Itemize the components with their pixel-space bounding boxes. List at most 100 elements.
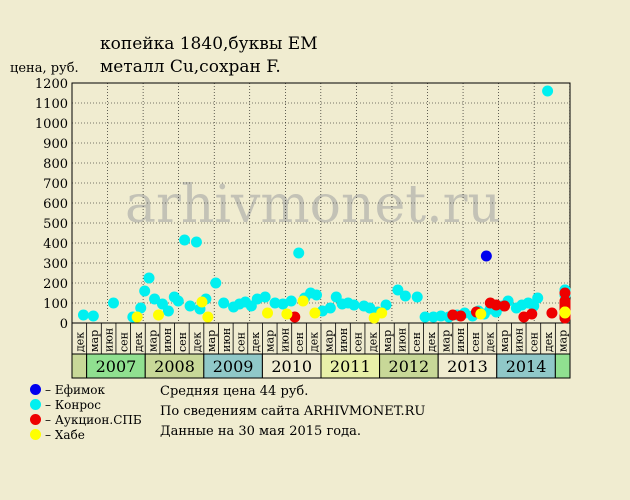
- legend-label: – Конрос: [45, 398, 101, 412]
- month-tick-label: дек: [191, 332, 204, 352]
- chart-title-line1: копейка 1840,буквы ЕМ: [100, 34, 318, 54]
- legend-dot: [30, 429, 41, 440]
- month-tick-label: дек: [483, 332, 496, 352]
- legend-dot: [30, 414, 41, 425]
- year-band: [437, 353, 498, 379]
- month-tick-label: июн: [337, 328, 350, 352]
- month-tick-label: дек: [73, 332, 86, 352]
- month-tick-label: июн: [513, 328, 526, 352]
- data-point: [293, 247, 305, 259]
- data-point: [131, 311, 143, 323]
- data-point: [143, 272, 155, 284]
- month-tick-label: сен: [293, 332, 306, 352]
- legend-item-habe: – Хабе: [30, 428, 142, 443]
- data-point: [281, 308, 293, 320]
- month-tick-label: июн: [103, 328, 116, 352]
- year-band-partial: [554, 353, 571, 379]
- data-point: [285, 295, 297, 307]
- data-point: [499, 300, 511, 312]
- month-tick-label: сен: [410, 332, 423, 352]
- y-tick-label: 700: [43, 177, 68, 192]
- month-tick-label: мар: [147, 330, 160, 352]
- month-tick-label: июн: [161, 328, 174, 352]
- year-label: 2009: [213, 357, 254, 376]
- chart-title-line2: металл Cu,сохран F.: [100, 57, 281, 77]
- month-tick-label: мар: [440, 330, 453, 352]
- month-tick-label: мар: [557, 330, 570, 352]
- data-point: [297, 295, 309, 307]
- year-label: 2013: [447, 357, 488, 376]
- average-price-text: Средняя цена 44 руб.: [160, 384, 309, 399]
- data-point: [399, 290, 411, 302]
- data-point: [309, 307, 321, 319]
- data-point: [311, 289, 323, 301]
- data-point: [480, 250, 492, 262]
- data-point: [77, 309, 89, 321]
- month-tick-label: мар: [381, 330, 394, 352]
- year-label: 2007: [96, 357, 137, 376]
- data-point: [559, 287, 571, 299]
- data-point: [376, 307, 388, 319]
- data-point: [153, 309, 165, 321]
- y-tick-label: 0: [60, 317, 68, 332]
- data-point: [135, 302, 147, 314]
- month-tick-label: дек: [249, 332, 262, 352]
- legend-dot: [30, 384, 41, 395]
- month-tick-label: мар: [88, 330, 101, 352]
- data-point: [419, 311, 431, 323]
- y-tick-label: 400: [43, 237, 68, 252]
- month-tick-label: дек: [308, 332, 321, 352]
- data-point: [210, 277, 222, 289]
- data-point: [526, 308, 538, 320]
- data-point: [455, 310, 467, 322]
- y-tick-label: 900: [43, 137, 68, 152]
- data-point: [490, 299, 502, 311]
- month-tick-label: сен: [469, 332, 482, 352]
- legend-label: – Аукцион.СПБ: [45, 413, 142, 427]
- month-tick-label: мар: [498, 330, 511, 352]
- info-block: Средняя цена 44 руб. По сведениям сайта …: [160, 383, 425, 443]
- month-tick-label: сен: [176, 332, 189, 352]
- legend-label: – Хабе: [45, 428, 85, 442]
- legend-item-auction-spb: – Аукцион.СПБ: [30, 413, 142, 428]
- y-axis-label: цена, руб.: [10, 61, 79, 76]
- data-point: [559, 306, 571, 318]
- legend-dot: [30, 399, 41, 410]
- month-tick-label: сен: [117, 332, 130, 352]
- y-tick-label: 1000: [35, 117, 68, 132]
- year-label: 2010: [271, 357, 312, 376]
- year-label: 2008: [154, 357, 195, 376]
- year-band-partial: [71, 353, 88, 379]
- y-tick-label: 600: [43, 197, 68, 212]
- data-point: [162, 305, 174, 317]
- data-point: [196, 296, 208, 308]
- source-text: По сведениям сайта ARHIVMONET.RU: [160, 404, 426, 419]
- year-band: [261, 353, 322, 379]
- data-point: [172, 295, 184, 307]
- data-point: [87, 310, 99, 322]
- data-point: [107, 297, 119, 309]
- data-point: [411, 291, 423, 303]
- data-point: [259, 291, 271, 303]
- data-date-text: Данные на 30 мая 2015 года.: [160, 424, 361, 439]
- data-point: [190, 236, 202, 248]
- data-point: [348, 299, 360, 311]
- data-point: [149, 293, 161, 305]
- y-tick-label: 100: [43, 297, 68, 312]
- year-label: 2012: [389, 357, 430, 376]
- data-point: [179, 234, 191, 246]
- year-band: [379, 353, 439, 379]
- y-tick-label: 500: [43, 217, 68, 232]
- data-point: [184, 300, 196, 312]
- data-point: [277, 298, 289, 310]
- month-tick-label: дек: [366, 332, 379, 352]
- y-tick-label: 800: [43, 157, 68, 172]
- data-point: [139, 285, 151, 297]
- data-point: [475, 308, 487, 320]
- month-tick-label: июн: [396, 328, 409, 352]
- watermark: arhivmonet.ru: [125, 175, 501, 235]
- month-tick-label: июн: [454, 328, 467, 352]
- year-band: [496, 353, 556, 379]
- year-label: 2011: [330, 357, 371, 376]
